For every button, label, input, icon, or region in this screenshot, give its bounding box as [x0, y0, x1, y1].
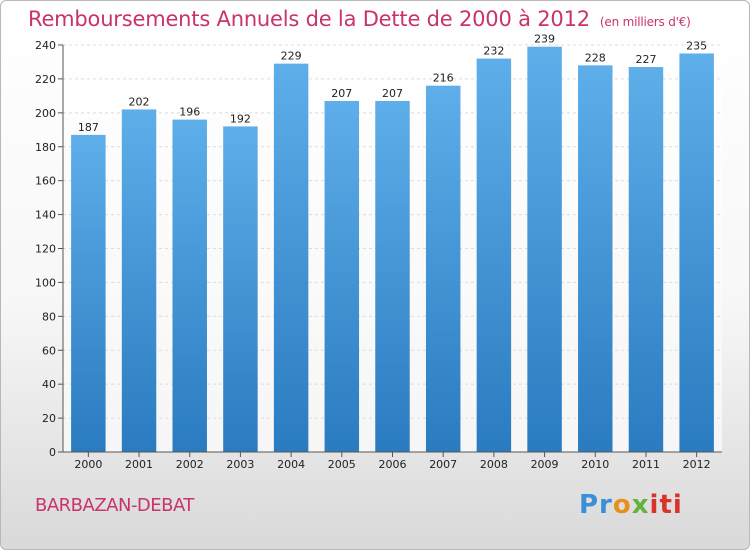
place-name: BARBAZAN-DEBAT — [35, 495, 194, 516]
logo-part-3: x — [631, 490, 650, 520]
x-tick-label-2003: 2003 — [226, 458, 254, 471]
x-tick-label-2012: 2012 — [683, 458, 711, 471]
y-tick-label: 80 — [42, 310, 56, 323]
y-tick-label: 240 — [35, 39, 56, 52]
y-tick-label: 100 — [35, 276, 56, 289]
bar-2010 — [578, 65, 613, 452]
y-tick-label: 20 — [42, 412, 56, 425]
bar-2007 — [425, 85, 461, 452]
bar-2012 — [679, 53, 714, 453]
value-label-2005: 207 — [331, 87, 352, 100]
value-label-2011: 227 — [635, 53, 656, 66]
bars: 187 202 196 192 229 207 207 216 232 239 228 227 235 — [71, 33, 714, 453]
logo-part-2: o — [612, 490, 632, 520]
y-tick-label: 0 — [49, 446, 56, 459]
x-tick-label-2009: 2009 — [531, 458, 559, 471]
y-axis: 0 20 40 60 80 100 120 140 160 180 200 220 240 — [35, 39, 64, 459]
bar-2011 — [628, 67, 664, 452]
x-tick-label-2004: 2004 — [277, 458, 305, 471]
bar-2004 — [273, 63, 309, 452]
y-tick-label: 160 — [35, 175, 56, 188]
x-tick-label-2010: 2010 — [581, 458, 609, 471]
value-label-2000: 187 — [78, 121, 99, 134]
value-label-2004: 229 — [281, 50, 302, 63]
chart-title-unit: (en milliers d'€) — [599, 15, 691, 29]
x-axis: 2000 2001 2002 2003 2004 2005 2006 2007 2008 2009… — [63, 451, 722, 471]
chart-title: Remboursements Annuels de la Dette de 20… — [28, 7, 691, 31]
value-label-2010: 228 — [585, 51, 606, 64]
logo-part-4: iti — [649, 490, 683, 520]
x-tick-label-2002: 2002 — [176, 458, 204, 471]
bar-2006 — [375, 100, 410, 453]
bar-2009 — [527, 46, 562, 453]
y-tick-label: 140 — [35, 209, 56, 222]
value-label-2001: 202 — [129, 95, 150, 108]
x-tick-label-2000: 2000 — [74, 458, 102, 471]
bar-2002 — [172, 119, 207, 452]
logo-part-1: Pr — [579, 490, 613, 520]
bar-2003 — [223, 126, 258, 453]
x-tick-label-2005: 2005 — [328, 458, 356, 471]
bar-2001 — [121, 109, 157, 453]
value-label-2006: 207 — [382, 87, 403, 100]
value-label-2008: 232 — [483, 45, 504, 58]
x-tick-label-2007: 2007 — [429, 458, 457, 471]
value-label-2007: 216 — [433, 72, 454, 85]
value-label-2012: 235 — [686, 39, 707, 52]
bar-2005 — [324, 100, 360, 453]
y-tick-label: 40 — [42, 378, 56, 391]
x-tick-label-2001: 2001 — [125, 458, 153, 471]
x-tick-label-2006: 2006 — [379, 458, 407, 471]
value-label-2002: 196 — [179, 106, 200, 119]
value-label-2003: 192 — [230, 112, 251, 125]
x-tick-label-2008: 2008 — [480, 458, 508, 471]
y-tick-label: 60 — [42, 344, 56, 357]
chart-title-text: Remboursements Annuels de la Dette de 20… — [28, 7, 590, 31]
bar-2000 — [71, 134, 106, 453]
y-tick-label: 200 — [35, 107, 56, 120]
x-tick-label-2011: 2011 — [632, 458, 660, 471]
y-tick-label: 220 — [35, 73, 56, 86]
y-tick-label: 180 — [35, 141, 56, 154]
y-tick-label: 120 — [35, 243, 56, 256]
bar-2008 — [476, 58, 512, 453]
proxiti-logo: Proxiti — [579, 490, 683, 520]
value-label-2009: 239 — [534, 33, 555, 46]
